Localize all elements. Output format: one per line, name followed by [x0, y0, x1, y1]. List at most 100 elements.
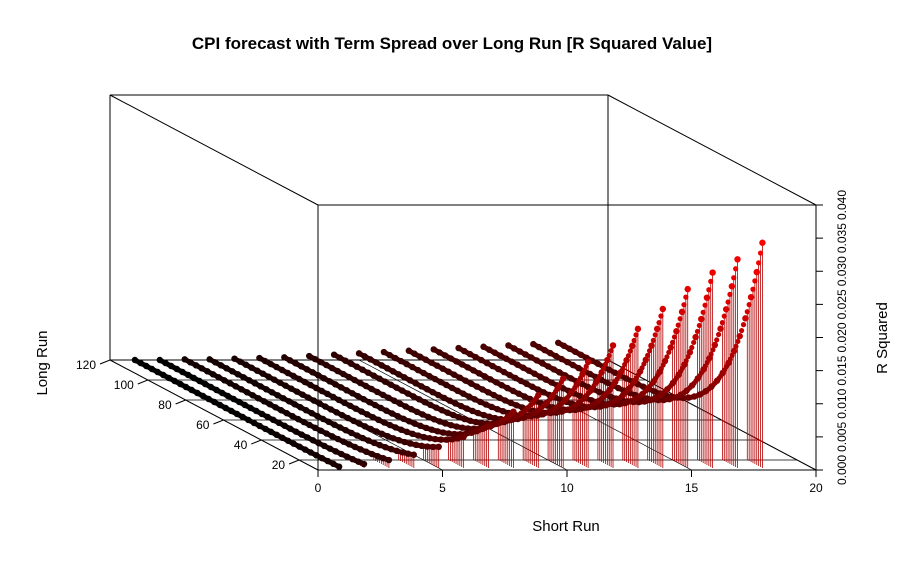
y-tick-mark — [137, 379, 149, 385]
z-tick-label: 0.005 — [835, 422, 849, 452]
x-tick-label: 10 — [560, 481, 574, 495]
y-tick-label: 120 — [76, 358, 96, 372]
data-point — [747, 293, 755, 301]
data-point — [671, 334, 678, 340]
y-tick-mark — [251, 439, 262, 445]
grid-line-short-run — [607, 359, 817, 471]
data-point — [730, 347, 738, 355]
data-point — [727, 356, 733, 362]
data-point — [646, 348, 653, 354]
data-point — [385, 456, 393, 464]
data-point — [653, 325, 661, 333]
data-point — [705, 355, 713, 362]
data-point — [698, 315, 705, 323]
data-point — [706, 287, 712, 293]
data-point — [485, 422, 492, 429]
data-point — [727, 291, 733, 297]
data-point — [645, 352, 651, 358]
data-point — [675, 322, 681, 328]
data-point — [600, 365, 607, 372]
data-point — [686, 349, 694, 356]
y-tick-mark — [213, 419, 224, 425]
z-tick-label: 0.030 — [835, 256, 849, 286]
data-point — [656, 320, 662, 326]
y-tick-mark — [175, 399, 186, 405]
data-point — [740, 322, 747, 328]
data-point — [708, 278, 714, 284]
x-tick-label: 0 — [315, 481, 322, 495]
data-point — [678, 308, 686, 316]
data-point — [677, 316, 683, 322]
grid-line-short-run — [109, 359, 319, 471]
data-point — [750, 286, 756, 292]
y-tick-mark — [288, 459, 300, 465]
data-point — [753, 268, 760, 276]
data-point — [708, 351, 714, 357]
data-point — [711, 341, 719, 349]
data-point — [623, 356, 630, 364]
data-point — [661, 357, 669, 365]
data-point — [360, 460, 368, 468]
data-point — [714, 337, 720, 343]
data-point — [664, 354, 670, 360]
data-point — [510, 408, 517, 415]
data-point — [759, 239, 766, 246]
data-point — [673, 328, 680, 335]
y-axis-label: Long Run — [34, 330, 51, 395]
z-tick-label: 0.025 — [835, 289, 849, 319]
data-point — [410, 451, 418, 458]
z-tick-label: 0.035 — [835, 223, 849, 253]
data-point — [756, 260, 762, 266]
box-edge — [109, 94, 319, 206]
data-point — [744, 309, 750, 315]
data-point — [631, 337, 637, 344]
data-point — [733, 343, 739, 349]
y-tick-label: 60 — [196, 418, 210, 432]
data-point — [742, 315, 749, 322]
data-point — [689, 344, 695, 351]
data-point — [606, 352, 612, 359]
data-point — [666, 349, 672, 355]
box-edge — [607, 94, 817, 206]
data-point — [642, 356, 649, 364]
data-point — [609, 342, 617, 349]
data-point — [734, 256, 741, 263]
z-tick-label: 0.000 — [835, 455, 849, 485]
data-point — [752, 278, 758, 284]
data-point — [746, 302, 752, 308]
data-point — [683, 358, 689, 364]
x-axis-label: Short Run — [532, 518, 600, 535]
data-point — [692, 333, 699, 341]
z-tick-label: 0.040 — [835, 190, 849, 220]
data-point — [684, 285, 691, 293]
chart-title: CPI forecast with Term Spread over Long … — [192, 34, 712, 53]
data-point — [721, 313, 727, 319]
data-point — [757, 250, 764, 256]
z-tick-label: 0.015 — [835, 355, 849, 385]
z-tick-label: 0.010 — [835, 388, 849, 418]
data-point — [560, 375, 567, 382]
data-point — [709, 269, 716, 276]
data-point — [335, 463, 343, 470]
y-tick-label: 100 — [114, 378, 134, 392]
data-point — [634, 325, 642, 333]
data-point — [650, 337, 656, 344]
data-point — [703, 294, 711, 301]
data-point — [581, 367, 587, 374]
y-tick-mark — [99, 359, 111, 365]
data-point — [633, 332, 639, 338]
data-point — [627, 348, 633, 354]
data-point — [620, 365, 626, 372]
y-axis-ticks: 20 40 60 80 100 120 — [76, 358, 300, 472]
data-point — [659, 305, 667, 313]
data-point — [728, 283, 736, 290]
data-point — [669, 339, 676, 345]
data-points — [131, 239, 766, 470]
x-axis-ticks: 0 5 10 15 20 — [315, 470, 823, 495]
data-point — [735, 338, 741, 345]
data-point — [604, 356, 611, 364]
x-tick-label: 5 — [439, 481, 446, 495]
data-point — [652, 332, 658, 338]
x-tick-label: 20 — [809, 481, 823, 495]
